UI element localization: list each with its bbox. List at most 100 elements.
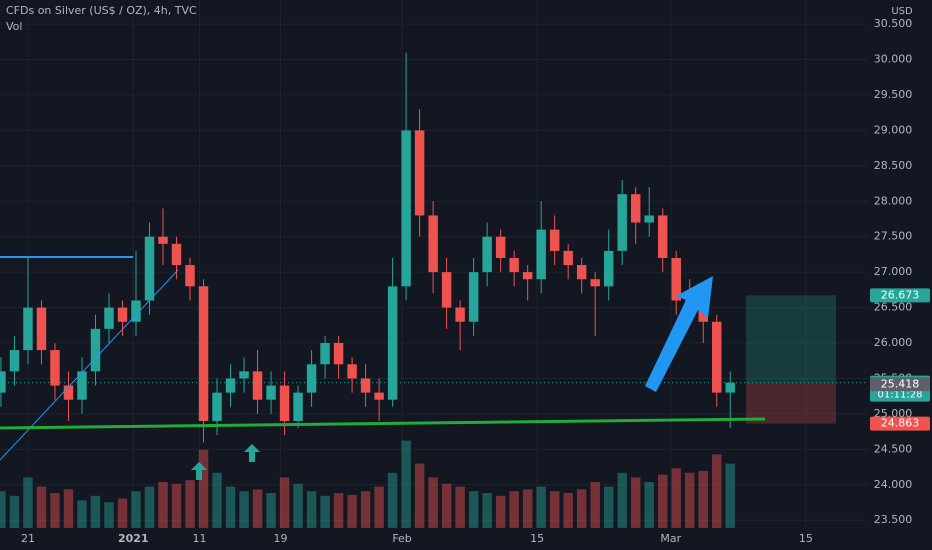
volume-bar [685, 472, 695, 528]
candle-body [347, 364, 357, 379]
support-line [0, 417, 766, 430]
volume-bar [104, 502, 114, 528]
currency: USD [891, 6, 913, 17]
volume-bar [212, 472, 222, 528]
volume-bar [603, 486, 614, 528]
y-tick-label: 28.500 [874, 159, 913, 172]
volume-bar [185, 480, 195, 528]
volume-bar [563, 493, 573, 528]
price-label: 24.863 [881, 417, 920, 430]
candle-body [509, 257, 519, 273]
candle-body [657, 215, 668, 258]
candle-layer [0, 52, 735, 443]
volume-bar [387, 472, 398, 528]
volume-bar [495, 495, 506, 528]
candle-body [50, 350, 60, 386]
candle-body [725, 382, 735, 393]
volume-bar [509, 491, 519, 528]
volume-bar [347, 494, 357, 528]
candle-body [212, 392, 222, 421]
price-axis [868, 0, 932, 550]
volume-bar [712, 454, 722, 528]
profit-zone [746, 295, 836, 383]
candle-body [671, 257, 681, 301]
candle-body [63, 385, 74, 400]
volume-bar [198, 449, 209, 528]
candle-body [23, 307, 33, 351]
candle-body [0, 371, 6, 393]
y-tick-label: 26.500 [874, 301, 913, 314]
volume-bar [549, 491, 560, 528]
candle-body [536, 229, 546, 280]
candle-body [455, 307, 465, 322]
volume-bar [536, 486, 546, 528]
candle-body [374, 392, 384, 400]
candle-body [198, 286, 209, 421]
y-tick-label: 30.500 [874, 17, 913, 30]
grid [0, 0, 868, 528]
candle-body [320, 343, 330, 365]
y-tick-label: 28.000 [874, 194, 913, 207]
countdown: 01:11:28 [878, 390, 923, 401]
up-arrow [191, 462, 207, 480]
candle-body [104, 307, 114, 329]
volume-bar [23, 477, 33, 528]
volume-bar [590, 482, 600, 528]
price-label-box [870, 288, 930, 303]
volume-bar [698, 470, 708, 528]
candle-body [144, 236, 155, 301]
volume-bar [77, 500, 87, 528]
candle-body [522, 272, 533, 280]
volume-bar [158, 482, 168, 528]
candle-body [185, 265, 195, 287]
volume-bar [617, 472, 627, 528]
volume-bar [671, 468, 681, 528]
candle-body [414, 130, 425, 216]
volume-bar [320, 495, 330, 528]
volume-bar [482, 493, 492, 528]
volume-bar [252, 489, 263, 528]
volume-bar [657, 474, 668, 528]
volume-bar [144, 486, 155, 528]
candle-body [387, 286, 398, 400]
volume-bar [293, 483, 303, 528]
y-tick-label: 23.500 [874, 513, 913, 526]
price-label: 26.673 [881, 288, 920, 301]
candle-body [360, 378, 371, 393]
volume-bar [9, 495, 20, 528]
volume-bar [90, 495, 101, 528]
x-tick-label: 2021 [118, 532, 149, 545]
volume-bar [0, 491, 6, 528]
volume-bar [131, 491, 141, 528]
volume-bar [50, 493, 60, 528]
price-label: 25.418 [881, 377, 920, 390]
candle-body [266, 385, 276, 400]
x-tick-label: 19 [274, 532, 288, 545]
y-tick-label: 24.000 [874, 478, 913, 491]
x-tick-label: Feb [392, 532, 411, 545]
y-tick-label: 30.000 [874, 53, 913, 66]
candle-body [252, 371, 263, 400]
volume-bar [522, 489, 533, 528]
volume-bar [360, 491, 371, 528]
volume-bar [171, 483, 182, 528]
price-label-box [870, 377, 930, 392]
volume-bar [468, 491, 479, 528]
x-tick-label: Mar [660, 532, 681, 545]
axis-layer: 23.50024.00024.50025.00025.50026.00026.5… [21, 17, 930, 545]
volume-bar [725, 463, 735, 528]
volume-bar [441, 483, 452, 528]
candle-body [644, 215, 654, 223]
volume-bar [414, 463, 425, 528]
candle-body [131, 300, 141, 322]
y-tick-label: 27.500 [874, 230, 913, 243]
candle-body [468, 272, 479, 322]
arrow [645, 276, 713, 392]
candle-body [36, 307, 47, 351]
chart-title: CFDs on Silver (US$ / OZ), 4h, TVC [6, 4, 197, 17]
x-tick-label: 21 [21, 532, 35, 545]
volume-bar [428, 477, 438, 528]
candle-body [171, 243, 182, 266]
